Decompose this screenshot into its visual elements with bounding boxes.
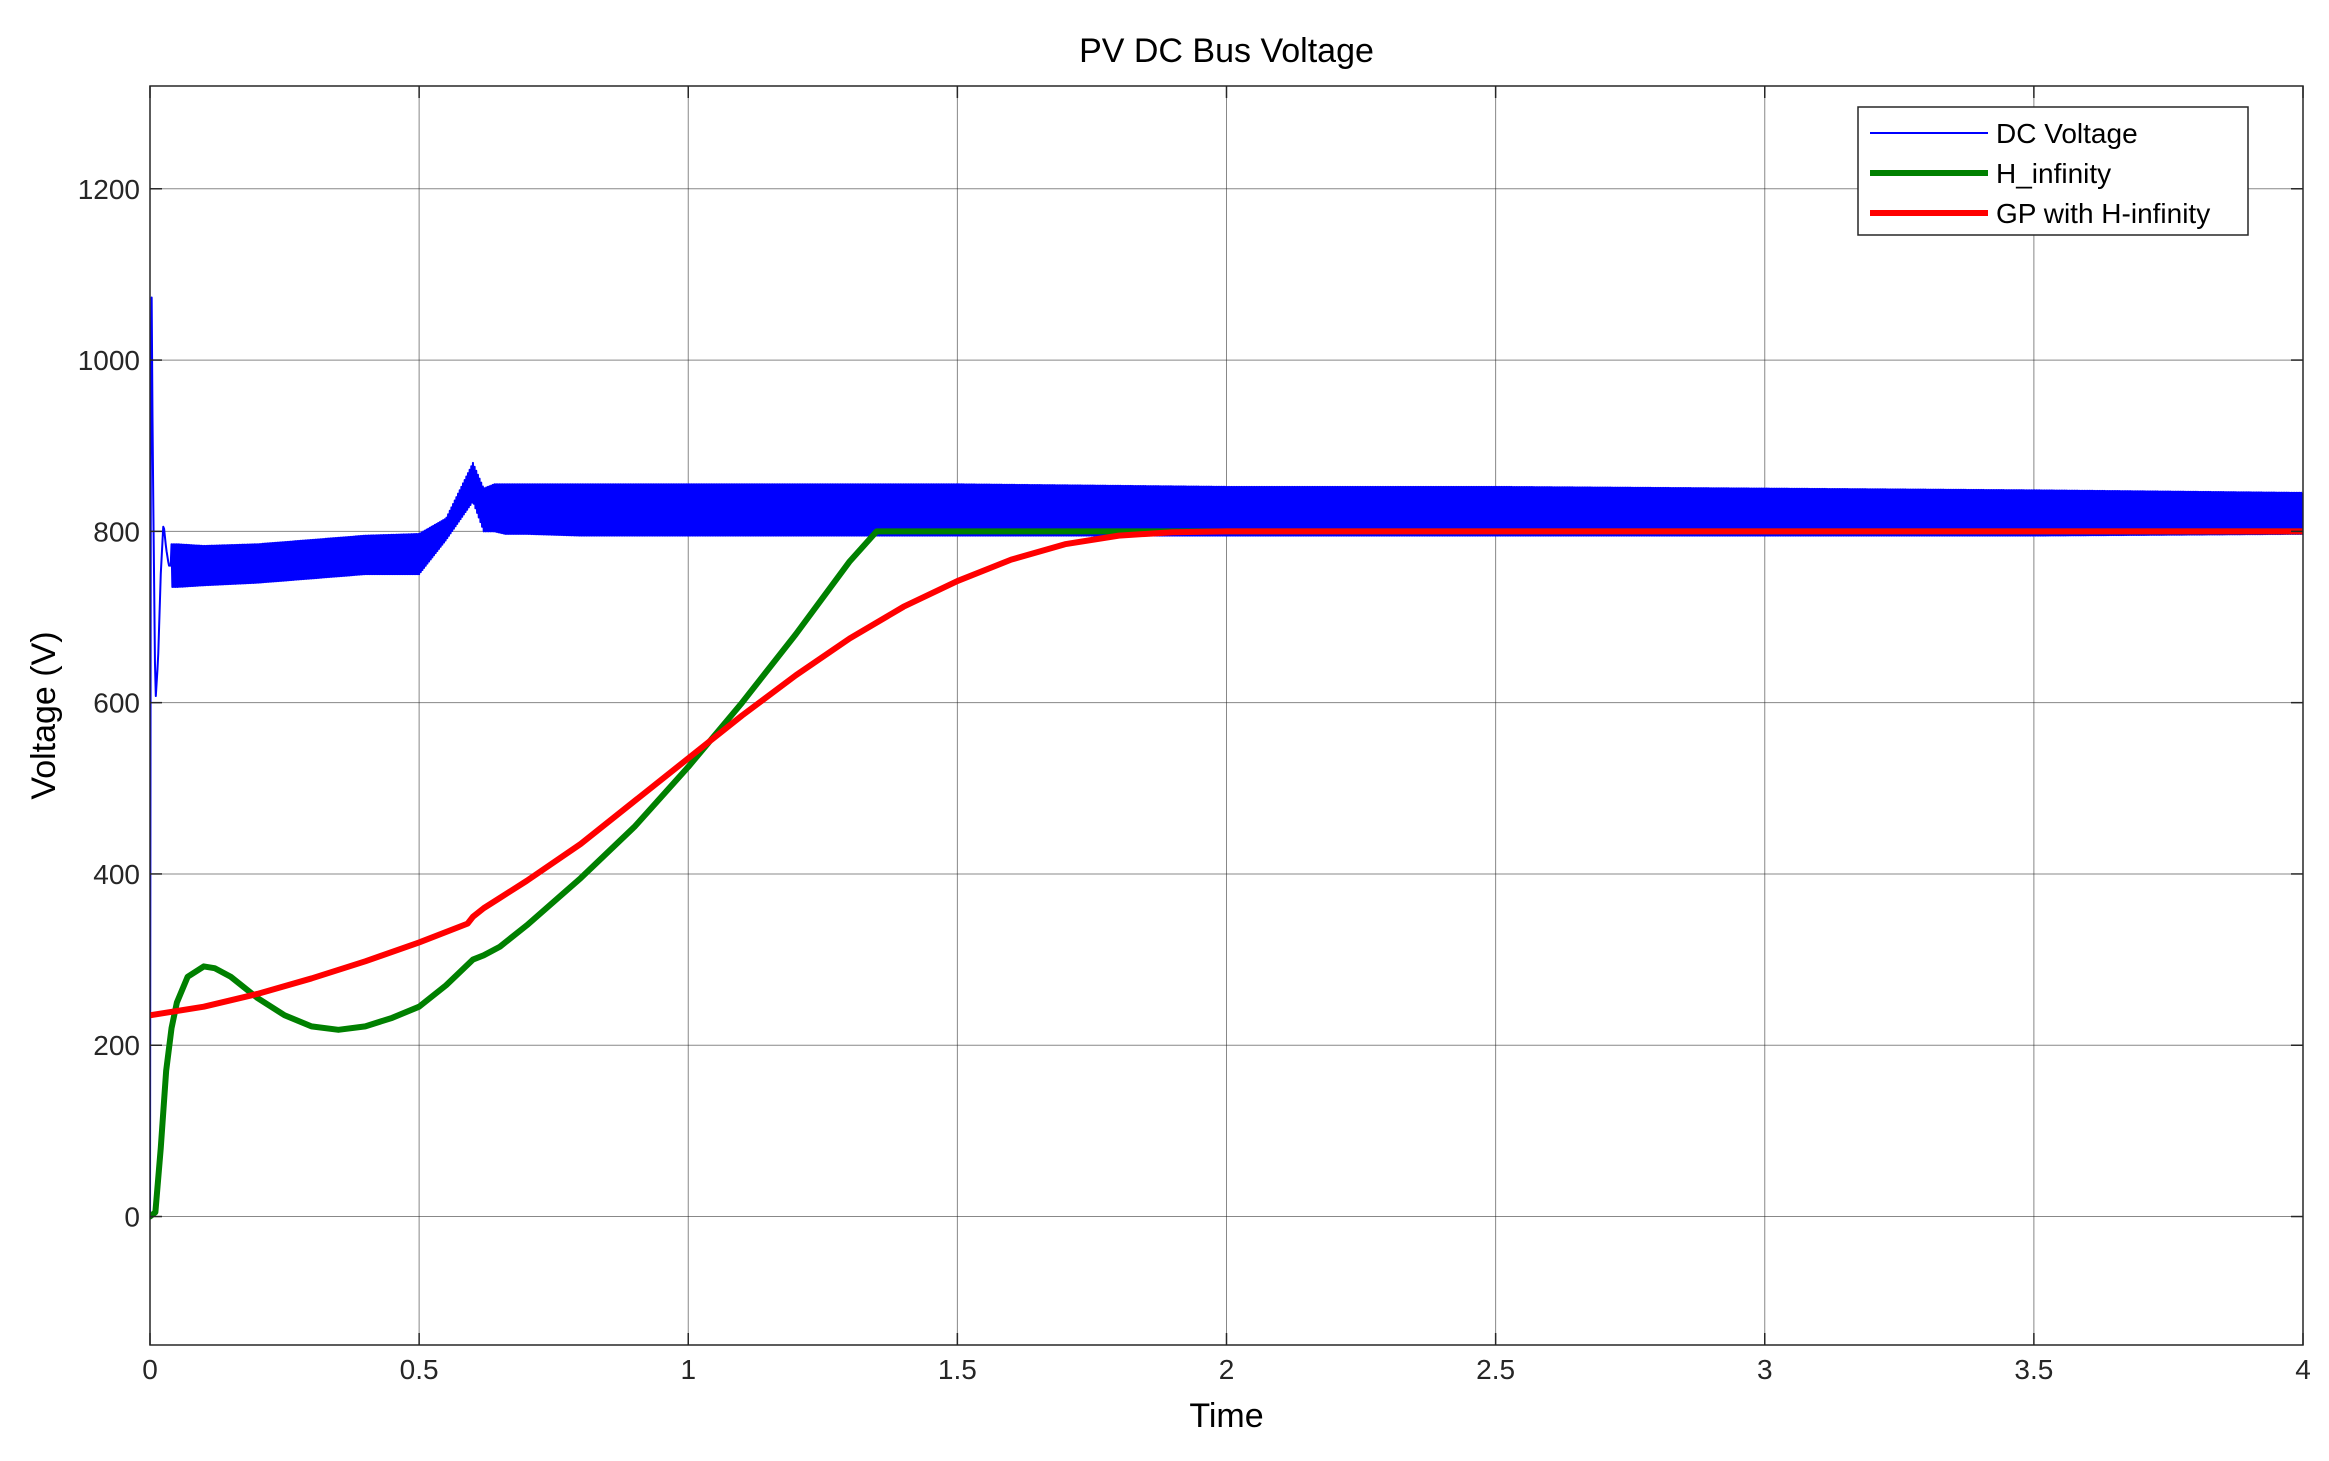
y-tick-label: 0 — [124, 1202, 140, 1233]
legend-label: DC Voltage — [1996, 118, 2138, 149]
x-tick-label: 1 — [680, 1354, 696, 1385]
y-tick-label: 800 — [93, 516, 140, 547]
x-tick-label: 3 — [1757, 1354, 1773, 1385]
y-tick-label: 400 — [93, 859, 140, 890]
y-axis-title: Voltage (V) — [25, 631, 63, 799]
series-layer — [150, 296, 2303, 1220]
x-tick-label: 0.5 — [400, 1354, 439, 1385]
x-tick-label: 1.5 — [938, 1354, 977, 1385]
legend-label: H_infinity — [1996, 158, 2111, 189]
x-tick-label: 0 — [142, 1354, 158, 1385]
x-tick-label: 4 — [2295, 1354, 2311, 1385]
legend: DC Voltage H_infinity GP with H-infinity — [1857, 106, 2249, 236]
y-tick-label: 1200 — [78, 174, 140, 205]
legend-label: GP with H-infinity — [1996, 198, 2210, 229]
chart-title: PV DC Bus Voltage — [1079, 32, 1374, 70]
y-tick-label: 200 — [93, 1030, 140, 1061]
series-line-h-infinity — [150, 528, 2303, 1220]
x-tick-label: 2 — [1219, 1354, 1235, 1385]
x-axis-title: Time — [1189, 1397, 1263, 1435]
series-line-gp-with-h-infinity — [150, 528, 2303, 1019]
x-tick-label: 3.5 — [2014, 1354, 2053, 1385]
y-tick-label: 1000 — [78, 345, 140, 376]
y-tick-label: 600 — [93, 688, 140, 719]
series-line-dc-voltage — [150, 296, 2303, 1217]
x-tick-label: 2.5 — [1476, 1354, 1515, 1385]
ticks: 0 0.5 1 1.5 2 2.5 3 3.5 4 0 200 400 600 800 1000 1200 — [78, 86, 2311, 1385]
